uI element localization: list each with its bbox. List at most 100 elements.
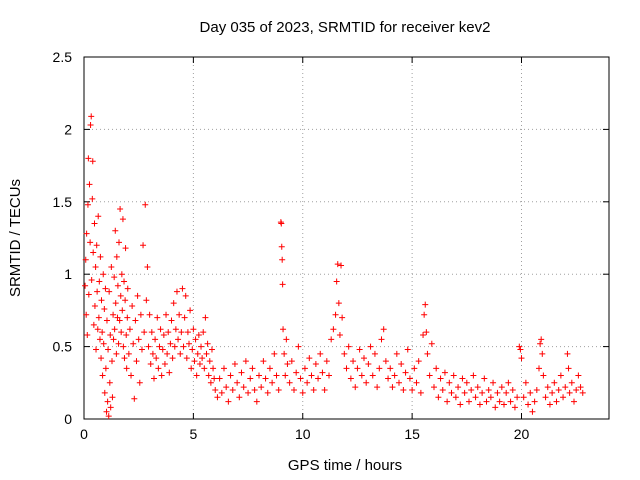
data-point [537, 340, 544, 347]
data-point [190, 326, 197, 333]
data-point [91, 303, 98, 310]
data-point [104, 398, 111, 405]
data-point [186, 340, 192, 347]
data-point [461, 389, 468, 396]
data-point [103, 408, 110, 415]
data-point [365, 360, 372, 367]
data-point [122, 245, 129, 252]
data-point [90, 249, 97, 256]
data-point [102, 365, 109, 372]
data-point [136, 379, 143, 386]
data-point [335, 300, 342, 307]
data-point [82, 282, 89, 289]
data-point [218, 389, 225, 396]
data-point [155, 365, 162, 372]
data-point [89, 195, 96, 202]
data-point [433, 365, 440, 372]
data-point [188, 365, 195, 372]
data-point [82, 256, 89, 263]
data-point [99, 329, 106, 336]
data-point [133, 358, 140, 365]
data-point [382, 358, 389, 365]
data-point [431, 384, 437, 391]
data-point [113, 350, 120, 357]
data-point [437, 375, 444, 382]
grid-lines [84, 57, 609, 419]
data-point [367, 343, 374, 350]
data-point [330, 326, 337, 333]
data-point [178, 329, 185, 336]
data-point [573, 387, 580, 394]
data-point [299, 389, 306, 396]
data-point [138, 346, 145, 353]
data-point [328, 336, 335, 343]
data-point [91, 220, 98, 227]
data-point [426, 372, 433, 379]
data-point [124, 314, 131, 321]
data-point [483, 398, 490, 405]
data-point [101, 305, 108, 312]
x-tick-label: 20 [514, 426, 530, 442]
data-point [195, 332, 202, 339]
data-point [201, 365, 208, 372]
data-point [227, 372, 234, 379]
data-point [536, 365, 542, 372]
data-point [135, 336, 142, 343]
data-point [345, 343, 352, 350]
data-point [490, 379, 497, 386]
data-point [492, 404, 499, 411]
data-point [321, 387, 328, 394]
data-point [479, 389, 486, 396]
data-point [439, 387, 446, 394]
data-point [531, 398, 538, 405]
data-point [86, 181, 93, 188]
data-point [256, 372, 262, 379]
data-point [378, 336, 385, 343]
data-point [158, 372, 165, 379]
data-point [83, 230, 90, 237]
data-point [166, 369, 173, 376]
data-point [396, 379, 402, 386]
data-point [352, 384, 359, 391]
data-point [184, 329, 191, 336]
data-point [455, 384, 462, 391]
data-point [231, 360, 238, 367]
data-point [310, 387, 317, 394]
data-point [107, 332, 114, 339]
data-point [85, 291, 92, 298]
data-point [452, 394, 459, 401]
data-point [304, 379, 311, 386]
y-tick-label: 0 [64, 411, 72, 427]
data-point [114, 282, 121, 289]
x-tick-label: 15 [404, 426, 420, 442]
chart-title: Day 035 of 2023, SRMTID for receiver kev… [200, 19, 491, 36]
data-point [134, 292, 141, 299]
data-point [131, 395, 138, 402]
data-point [159, 346, 166, 353]
data-point [517, 346, 524, 353]
data-point [175, 336, 182, 343]
data-point [151, 375, 157, 382]
data-point [100, 271, 107, 278]
data-point [176, 311, 183, 318]
data-point [557, 372, 564, 379]
data-point [339, 314, 346, 321]
data-point [89, 158, 96, 165]
data-point [333, 278, 340, 285]
data-point [487, 394, 494, 401]
data-point [400, 387, 407, 394]
data-point [470, 372, 477, 379]
data-point [332, 311, 339, 318]
data-point [564, 350, 571, 357]
data-point [260, 358, 267, 365]
data-point [205, 372, 212, 379]
data-point [126, 326, 133, 333]
data-point [481, 375, 488, 382]
data-point [203, 350, 210, 357]
data-point [160, 332, 167, 339]
data-point [577, 384, 584, 391]
data-point [146, 311, 153, 318]
data-point [106, 288, 113, 295]
data-point [102, 285, 109, 292]
data-point [123, 332, 130, 339]
